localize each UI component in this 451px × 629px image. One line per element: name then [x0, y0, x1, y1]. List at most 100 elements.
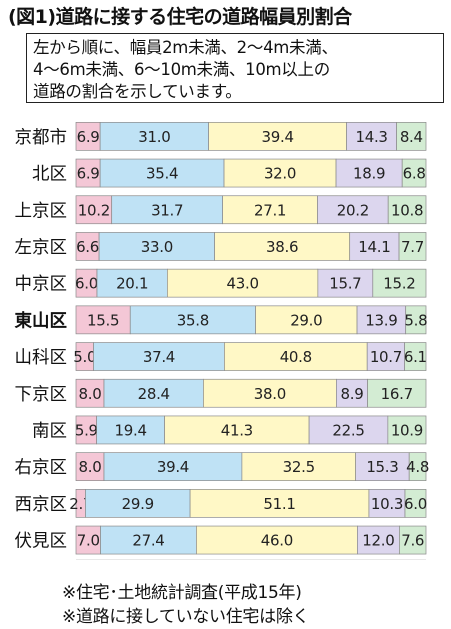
data-label: 10.8 — [391, 201, 423, 219]
data-label: 8.0 — [79, 458, 102, 476]
bar-segment — [404, 489, 427, 518]
category-label: 南区 — [32, 421, 67, 441]
bar-segment — [349, 232, 400, 261]
bar-segment — [164, 415, 310, 445]
bar-segment — [356, 305, 407, 335]
bar-segment — [398, 232, 427, 261]
bar-segment — [367, 378, 427, 408]
bar-segment — [387, 195, 427, 225]
data-label: 6.8 — [403, 165, 426, 183]
bar-segment — [99, 158, 225, 188]
bar-segment — [387, 415, 427, 445]
category-label: 右京区 — [15, 458, 68, 478]
bar-segment — [208, 122, 347, 151]
bar-segment — [404, 342, 427, 371]
bar-segment — [100, 525, 197, 555]
bar-segment — [75, 195, 113, 225]
data-label: 15.7 — [329, 275, 361, 293]
bar-segment — [368, 489, 406, 518]
data-label: 7.7 — [401, 238, 424, 256]
bar-segment — [355, 452, 410, 481]
bar-segment — [308, 415, 389, 445]
data-label: 35.4 — [146, 165, 178, 183]
data-label: 12.0 — [362, 532, 394, 550]
bar-segment — [408, 452, 427, 481]
data-label: 6.0 — [404, 495, 427, 513]
bar-segment — [401, 158, 427, 188]
data-label: 32.5 — [283, 458, 315, 476]
data-label: 27.1 — [254, 201, 286, 219]
data-label: 5.8 — [404, 311, 427, 329]
data-label: 8.9 — [340, 385, 363, 403]
bar-segment — [96, 268, 168, 298]
data-label: 14.1 — [358, 238, 390, 256]
data-label: 39.4 — [261, 128, 293, 146]
bar-segment — [405, 305, 427, 335]
data-label: 43.0 — [226, 275, 258, 293]
bar-segment — [224, 342, 368, 371]
bar-segment — [96, 415, 165, 445]
data-label: 6.9 — [77, 165, 100, 183]
category-label: 山科区 — [15, 348, 68, 368]
data-label: 33.0 — [141, 238, 173, 256]
bar-segment — [372, 268, 427, 298]
data-label: 10.7 — [370, 348, 402, 366]
bar-segment — [75, 158, 101, 188]
bar-segment — [189, 489, 370, 518]
category-label: 下京区 — [15, 385, 68, 405]
data-label: 6.1 — [404, 348, 427, 366]
data-label: 6.0 — [75, 275, 98, 293]
data-label: 8.0 — [79, 385, 102, 403]
data-label: 38.0 — [254, 385, 286, 403]
bar-segment — [75, 122, 101, 151]
bar-segment — [357, 525, 400, 555]
bar-segment — [336, 378, 368, 408]
data-label: 15.2 — [383, 275, 415, 293]
bar-segment — [75, 452, 105, 481]
bar-segment — [222, 195, 318, 225]
bar-segment — [103, 378, 204, 408]
bar-segment — [99, 122, 210, 151]
bar-segment — [93, 342, 225, 371]
footnote-source: ※住宅･土地統計調査(平成15年) — [62, 583, 302, 603]
category-label: 上京区 — [15, 201, 68, 221]
data-label: 29.9 — [122, 495, 154, 513]
category-label: 中京区 — [15, 275, 68, 295]
data-label: 22.5 — [332, 421, 364, 439]
category-label: 西京区 — [15, 495, 68, 515]
data-label: 5.9 — [75, 421, 98, 439]
data-label: 27.4 — [132, 532, 164, 550]
data-label: 31.0 — [138, 128, 170, 146]
data-label: 10.3 — [371, 495, 403, 513]
bar-segment — [335, 158, 403, 188]
bar-segment — [196, 525, 358, 555]
data-label: 20.1 — [116, 275, 148, 293]
data-label: 4.8 — [406, 458, 429, 476]
note-line: 4～6m未満、6～10m未満、10m以上の — [33, 60, 330, 79]
bar-segment — [85, 489, 191, 518]
data-label: 6.9 — [77, 128, 100, 146]
note-line: 道路の割合を示しています。 — [33, 82, 242, 101]
data-label: 7.0 — [77, 532, 100, 550]
category-label: 伏見区 — [15, 532, 68, 552]
bar-segment — [241, 452, 356, 481]
bar-segment — [75, 305, 131, 335]
data-label: 15.3 — [366, 458, 398, 476]
legend-note: 左から順に、幅員2m未満、2～4m未満、 4～6m未満、6～10m未満、10m以… — [26, 33, 444, 103]
data-label: 38.6 — [266, 238, 298, 256]
bar-segment — [129, 305, 256, 335]
bar-segment — [75, 525, 101, 555]
data-label: 32.0 — [264, 165, 296, 183]
bar-segment — [317, 268, 374, 298]
data-label: 16.7 — [381, 385, 413, 403]
bar-segment — [396, 122, 427, 151]
data-label: 13.9 — [365, 311, 397, 329]
data-label: 28.4 — [138, 385, 170, 403]
data-label: 10.2 — [78, 201, 110, 219]
category-label: 東山区 — [15, 310, 68, 331]
category-label: 京都市 — [15, 128, 68, 148]
category-label: 北区 — [32, 165, 67, 185]
bar-segment — [223, 158, 337, 188]
data-label: 37.4 — [143, 348, 175, 366]
data-label: 15.5 — [87, 311, 119, 329]
